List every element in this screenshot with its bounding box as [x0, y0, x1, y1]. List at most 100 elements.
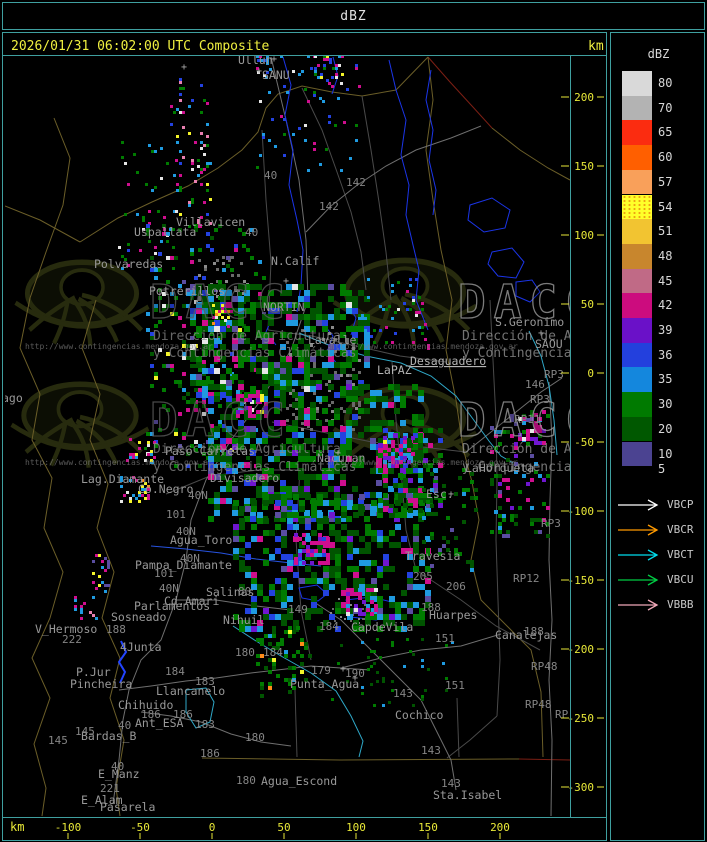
place-label: Cochico — [395, 708, 444, 722]
route-label: 149 — [288, 603, 308, 616]
timestamp-label: 2026/01/31 06:02:00 UTC Composite — [11, 39, 270, 54]
map-line — [305, 125, 482, 233]
colorbar-value: 48 — [658, 248, 673, 263]
colorbar-swatch — [622, 416, 652, 442]
place-label: Co.Negro — [138, 482, 193, 496]
km-unit-bottom-label: km — [10, 820, 24, 834]
route-label: 142 — [319, 200, 339, 213]
map-line — [340, 633, 502, 669]
route-label: RP12 — [513, 572, 540, 585]
y-axis-tick-label: -200 — [568, 643, 595, 656]
route-label: 190 — [345, 667, 365, 680]
colorbar-value: 60 — [658, 150, 673, 165]
route-label: 180 — [245, 731, 265, 744]
watermark-url: http://www.contingencias.mendoza.gov.ar — [330, 342, 518, 351]
route-label: RP3 — [541, 517, 561, 530]
y-axis-tick-label: 100 — [574, 229, 594, 242]
map-axes: 200 150 100 50 0 -50 -100 -150 -200 -250 -300 -100 -… — [10, 91, 604, 839]
route-label: 188 — [421, 601, 441, 614]
x-axis-tick-label: 200 — [490, 821, 510, 834]
x-axis-tick-label: -50 — [130, 821, 150, 834]
watermark-org-line1: Dirección de Agricultura — [153, 442, 341, 457]
place-label: Lavalle — [308, 333, 357, 347]
map-line — [491, 127, 570, 181]
watermark-org-line1: Dirección de Agricultura — [462, 442, 650, 457]
map-line — [427, 56, 493, 129]
map-line — [294, 689, 298, 758]
place-label: Polvaredas — [94, 257, 163, 271]
route-label: 184 — [319, 620, 339, 633]
vector-label: VBCU — [667, 573, 694, 586]
route-label: 40N — [180, 552, 200, 565]
colorbar-value: 80 — [658, 76, 673, 90]
map-bottom-border — [2, 817, 607, 818]
colorbar-swatch — [622, 169, 652, 195]
place-label: V_Hermoso — [35, 622, 97, 636]
station-marker-icon: + — [271, 54, 277, 65]
route-label: 179 — [311, 664, 331, 677]
map-line — [79, 56, 429, 243]
colorbar-value: 57 — [658, 174, 673, 189]
map-line — [267, 329, 447, 363]
precipitation-echoes — [74, 56, 550, 707]
colorbar-swatch — [622, 243, 652, 269]
vector-arrow-icon — [618, 499, 659, 511]
place-label: Potrerillos — [149, 284, 225, 298]
station-marker-icon: + — [538, 328, 544, 339]
colorbar-swatch — [622, 268, 652, 294]
map-line — [425, 69, 437, 216]
colorbar-swatch — [622, 318, 652, 343]
station-marker-icon: + — [340, 664, 346, 675]
map-line — [118, 665, 371, 691]
route-label: 186 — [173, 708, 193, 721]
map-line — [361, 95, 392, 301]
watermark-dacc-text: DACC — [150, 275, 293, 329]
lake-outline — [487, 247, 525, 279]
colorbar-value: 39 — [658, 323, 673, 337]
place-label: SANU — [262, 68, 290, 82]
watermark-url: http://www.contingencias.mendoza.gov.ar — [25, 342, 213, 351]
km-unit-top-label: km — [588, 39, 604, 54]
place-label: E_Manz — [98, 767, 140, 781]
colorbar-swatch — [622, 441, 652, 467]
route-label: RP48 — [525, 698, 552, 711]
place-label: Pincheira — [70, 677, 132, 691]
y-axis-tick-label: 150 — [574, 160, 594, 173]
map-linework — [5, 56, 570, 817]
colorbar-swatch — [622, 293, 652, 318]
colorbar-value: 36 — [658, 347, 673, 362]
watermark-dacc-text: DACC — [458, 393, 601, 447]
page-title: dBZ — [340, 9, 367, 24]
title-bar: dBZ — [2, 2, 705, 30]
place-label: Ant_ESA — [135, 716, 184, 730]
route-label: 40 — [111, 760, 124, 773]
place-label: 4Junta — [120, 640, 162, 654]
place-label: Uspallata — [134, 225, 196, 239]
map-line — [140, 711, 292, 747]
map-right-border — [570, 55, 571, 818]
watermark-org-line2: y Contingencias Climáticas — [153, 460, 357, 475]
place-label: Canalejas — [495, 628, 557, 642]
station-marker-icon: + — [335, 448, 341, 459]
colorbar-value: 45 — [658, 273, 673, 288]
colorbar-value: 51 — [658, 224, 673, 239]
map-line — [425, 56, 544, 758]
place-label: Desaguadero — [410, 354, 486, 368]
lake-outline — [515, 279, 541, 303]
route-label: 40N — [176, 525, 196, 538]
station-marker-icon: + — [352, 673, 358, 684]
watermark-url: http://www.contingencias.mendoza.gov.ar — [330, 458, 518, 467]
route-label: 221 — [100, 782, 120, 795]
y-axis-tick-label: 50 — [581, 298, 594, 311]
route-label: 188 — [524, 625, 544, 638]
place-label: N.Calif — [271, 254, 319, 268]
lake-outline — [467, 197, 511, 233]
route-label: 40N — [159, 582, 179, 595]
watermark-org-line2: y Contingencias Climáticas — [462, 346, 666, 361]
vector-legend-row: VBBB — [617, 598, 705, 612]
route-label: 206 — [446, 580, 466, 593]
colorbar-value: 42 — [658, 298, 673, 313]
